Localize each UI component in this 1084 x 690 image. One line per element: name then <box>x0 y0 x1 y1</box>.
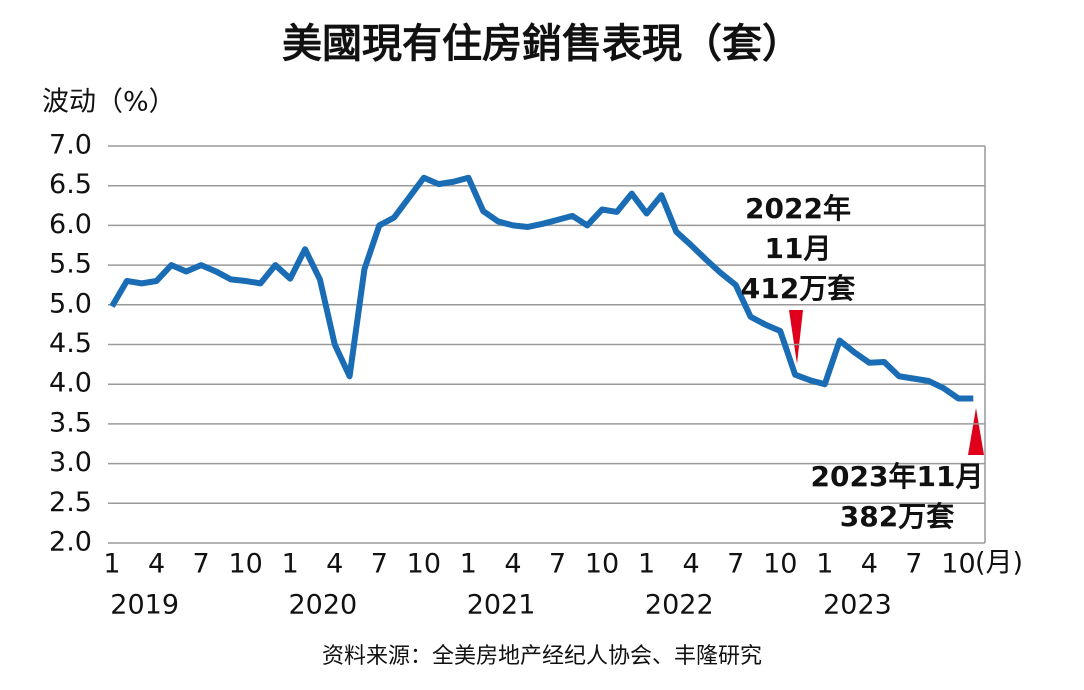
chart-title: 美國現有住房銷售表現（套） <box>282 21 802 67</box>
y-tick-label: 4.5 <box>49 328 92 359</box>
x-tick-label: 10 <box>585 549 619 580</box>
x-tick-label: 7 <box>727 549 744 580</box>
y-tick-label: 5.5 <box>49 249 92 280</box>
x-axis-unit: (月) <box>975 548 1023 579</box>
y-tick-label: 3.5 <box>49 407 92 438</box>
y-axis-label: 波动（%） <box>42 87 176 118</box>
y-tick-label: 6.0 <box>49 209 92 240</box>
year-label: 2022 <box>645 590 714 621</box>
annotation: 2023年11月 <box>811 460 984 493</box>
x-tick-label: 7 <box>549 549 566 580</box>
y-tick-label: 3.0 <box>49 447 92 478</box>
y-tick-label: 5.0 <box>49 288 92 319</box>
annotation: 382万套 <box>840 500 955 533</box>
x-tick-label: 10 <box>407 549 441 580</box>
year-label: 2020 <box>289 590 358 621</box>
x-tick-label: 4 <box>148 549 165 580</box>
y-tick-label: 2.5 <box>49 487 92 518</box>
x-tick-label: 1 <box>638 549 655 580</box>
x-tick-label: 4 <box>326 549 343 580</box>
year-label: 2019 <box>110 590 179 621</box>
x-tick-label: 4 <box>683 549 700 580</box>
x-tick-label: 10 <box>763 549 797 580</box>
y-tick-label: 7.0 <box>49 130 92 161</box>
x-tick-label: 1 <box>460 549 477 580</box>
x-tick-label: 10 <box>941 549 975 580</box>
x-tick-label: 4 <box>861 549 878 580</box>
annotation: 2022年 <box>745 192 851 225</box>
x-tick-label: 4 <box>504 549 521 580</box>
plot-area: 2.02.53.03.54.04.55.05.56.06.57.01 4 7 10 1 4… <box>49 130 986 621</box>
x-tick-label: 1 <box>816 549 833 580</box>
x-tick-label: 10 <box>228 549 262 580</box>
source: 资料来源：全美房地产经纪人协会、丰隆研究 <box>322 644 762 669</box>
annotation-arrow <box>968 408 984 455</box>
annotation: 11月 <box>765 232 832 265</box>
x-tick-label: 7 <box>905 549 922 580</box>
annotation: 412万套 <box>741 272 856 305</box>
y-tick-label: 6.5 <box>49 169 92 200</box>
year-label: 2023 <box>823 590 892 621</box>
x-tick-label: 7 <box>371 549 388 580</box>
data-line <box>109 174 974 402</box>
year-label: 2021 <box>467 590 536 621</box>
x-tick-label: 1 <box>103 549 120 580</box>
y-tick-label: 2.0 <box>49 527 92 558</box>
annotation-arrow <box>789 310 803 364</box>
x-tick-label: 7 <box>193 549 210 580</box>
y-tick-label: 4.0 <box>49 368 92 399</box>
x-tick-label: 1 <box>282 549 299 580</box>
